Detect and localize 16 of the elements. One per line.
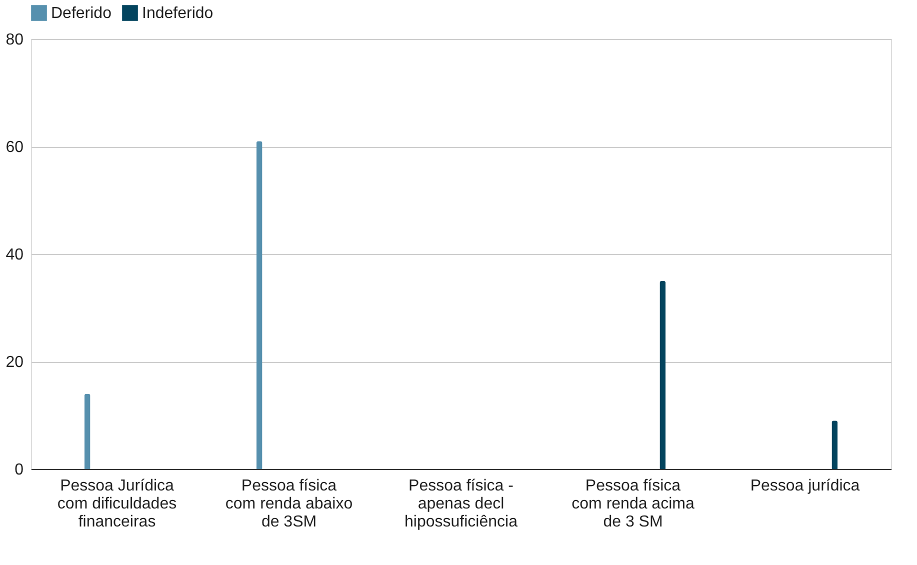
bar	[832, 420, 838, 469]
legend-label: Deferido	[51, 5, 112, 22]
x-tick-label: Pessoa jurídica	[750, 478, 860, 494]
bar	[660, 280, 666, 469]
x-tick-label: Pessoa Jurídica com dificuldades financeiras	[57, 478, 177, 530]
bar	[84, 394, 90, 469]
bar	[256, 141, 262, 469]
x-tick-label: Pessoa física com renda abaixo de 3SM	[225, 478, 353, 530]
y-tick-label: 20	[6, 354, 24, 371]
y-tick-label: 0	[14, 462, 24, 478]
legend-label: Indeferido	[142, 5, 214, 22]
y-tick-label: 40	[6, 246, 24, 264]
y-tick-label: 80	[6, 32, 24, 48]
x-tick-label: Pessoa física com renda acima de 3 SM	[572, 478, 694, 530]
x-tick-label: Pessoa física - apenas decl hipossuficiência	[404, 478, 518, 530]
y-tick-label: 60	[6, 139, 24, 156]
